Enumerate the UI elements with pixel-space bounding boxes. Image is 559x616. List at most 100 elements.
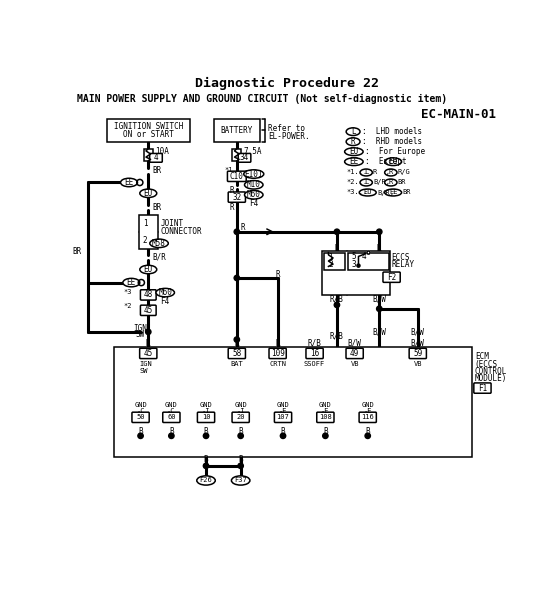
Text: GND: GND [361, 402, 374, 408]
Ellipse shape [244, 180, 263, 189]
Text: EU: EU [349, 147, 358, 156]
Circle shape [238, 463, 243, 469]
Text: *1: *1 [225, 167, 233, 173]
Text: EE: EE [125, 178, 134, 187]
Text: IGN: IGN [139, 361, 152, 367]
Text: -I: -I [236, 408, 245, 414]
Text: 116: 116 [361, 415, 374, 420]
Text: RELAY: RELAY [392, 261, 415, 269]
Text: B: B [203, 428, 209, 437]
Text: R: R [377, 244, 382, 253]
Ellipse shape [244, 190, 263, 199]
Bar [324, 253, 345, 270]
Ellipse shape [346, 138, 360, 145]
Text: F4: F4 [160, 296, 170, 306]
Text: B: B [281, 428, 285, 437]
Circle shape [203, 433, 209, 439]
Text: B: B [238, 428, 243, 437]
Text: EE: EE [349, 157, 358, 166]
Ellipse shape [140, 265, 157, 274]
Text: SW: SW [136, 330, 145, 339]
Text: EC-MAIN-01: EC-MAIN-01 [421, 108, 496, 121]
Text: B: B [238, 455, 243, 464]
Text: B/W: B/W [348, 339, 362, 348]
Text: 7.5A: 7.5A [244, 147, 262, 156]
Text: B/W: B/W [372, 294, 386, 303]
Text: ECCS: ECCS [392, 253, 410, 262]
Text: *3...: *3... [347, 190, 368, 195]
Text: M58: M58 [152, 239, 166, 248]
Circle shape [203, 463, 209, 469]
Text: BR: BR [152, 166, 162, 176]
Text: BR: BR [73, 246, 82, 256]
Text: BR: BR [402, 190, 411, 195]
Ellipse shape [360, 169, 372, 176]
Text: R/B: R/B [307, 339, 321, 348]
Text: :  For Europe: : For Europe [364, 147, 425, 156]
Text: :  RHD models: : RHD models [362, 137, 421, 146]
Bar [139, 215, 158, 249]
Text: EU: EU [389, 157, 398, 166]
Text: 10: 10 [202, 415, 210, 420]
Text: R: R [146, 339, 150, 348]
Text: B/W: B/W [411, 327, 425, 336]
Text: C10: C10 [230, 172, 244, 181]
Text: BR: BR [398, 179, 406, 185]
Text: R/B: R/B [330, 331, 344, 340]
Text: *3: *3 [124, 289, 132, 295]
FancyBboxPatch shape [306, 348, 323, 359]
Ellipse shape [385, 169, 397, 176]
Text: 4: 4 [362, 252, 366, 261]
Circle shape [357, 264, 360, 267]
Text: F4: F4 [249, 199, 258, 208]
Circle shape [234, 229, 239, 235]
Text: MAIN POWER SUPPLY AND GROUND CIRCUIT (Not self-diagnostic item): MAIN POWER SUPPLY AND GROUND CIRCUIT (No… [78, 94, 448, 104]
Text: SW: SW [139, 368, 148, 374]
Text: EU: EU [144, 265, 153, 274]
Text: F1: F1 [478, 384, 487, 392]
FancyBboxPatch shape [228, 192, 245, 202]
Text: R  ,: R , [373, 169, 390, 176]
Text: 49: 49 [350, 349, 359, 358]
Ellipse shape [156, 288, 174, 297]
Text: B: B [323, 428, 328, 437]
Text: B: B [203, 455, 209, 464]
Text: R/B: R/B [330, 294, 344, 303]
Text: VB: VB [414, 361, 422, 367]
Text: (ECCS: (ECCS [475, 360, 498, 369]
Text: 16: 16 [310, 349, 319, 358]
Text: B: B [366, 428, 370, 437]
Text: R: R [235, 339, 239, 348]
FancyBboxPatch shape [232, 412, 249, 423]
Bar [107, 118, 190, 142]
FancyBboxPatch shape [228, 348, 245, 359]
Ellipse shape [344, 148, 363, 155]
Circle shape [234, 337, 239, 342]
Bar [113, 347, 472, 457]
Text: :  Except: : Except [364, 157, 411, 166]
Text: 10A: 10A [155, 147, 169, 156]
Text: *1...: *1... [347, 169, 368, 176]
FancyBboxPatch shape [474, 383, 491, 393]
Text: Refer to: Refer to [268, 124, 305, 133]
Ellipse shape [359, 189, 376, 196]
Text: BATTERY: BATTERY [221, 126, 253, 135]
Text: R: R [276, 270, 280, 280]
FancyBboxPatch shape [346, 348, 363, 359]
FancyBboxPatch shape [274, 412, 292, 423]
FancyBboxPatch shape [383, 272, 400, 282]
Text: GND: GND [165, 402, 178, 408]
Ellipse shape [360, 179, 372, 186]
Text: R: R [351, 137, 356, 146]
Text: B/R,: B/R, [377, 190, 394, 195]
Circle shape [365, 433, 371, 439]
Text: R: R [389, 169, 393, 176]
Text: 50: 50 [136, 415, 145, 420]
Bar [323, 251, 390, 295]
FancyBboxPatch shape [150, 153, 162, 162]
Text: EU: EU [363, 190, 372, 195]
Text: EL-POWER.: EL-POWER. [268, 132, 310, 141]
Text: 34: 34 [240, 153, 249, 163]
Text: R: R [276, 339, 280, 348]
Text: 5: 5 [352, 252, 356, 261]
